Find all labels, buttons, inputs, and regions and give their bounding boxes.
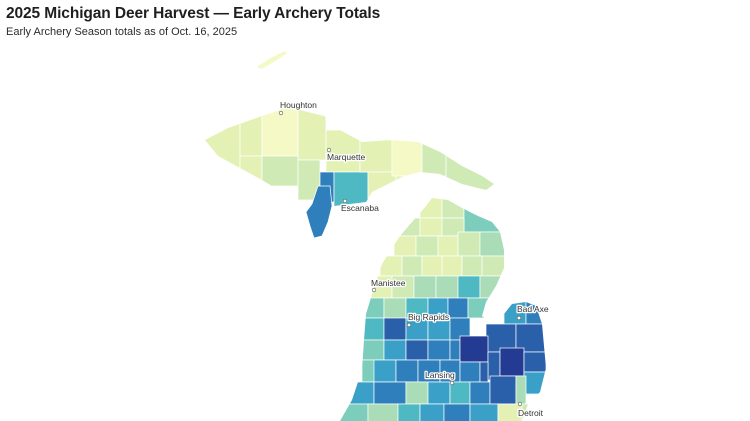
county <box>449 381 471 405</box>
city-dot <box>517 401 523 407</box>
map-title: 2025 Michigan Deer Harvest — Early Arche… <box>6 5 381 22</box>
county <box>373 359 397 383</box>
city-label-bad-axe: Bad Axe <box>517 304 549 314</box>
county <box>359 139 393 173</box>
city-label-big-rapids: Big Rapids <box>408 312 449 322</box>
county <box>419 198 443 219</box>
county <box>523 371 546 395</box>
county <box>397 403 421 421</box>
county <box>401 255 423 277</box>
city-dot <box>516 315 522 321</box>
county <box>373 381 407 405</box>
city-dot <box>449 380 455 386</box>
county <box>393 235 417 257</box>
county <box>427 339 451 361</box>
county <box>479 275 507 299</box>
county <box>349 381 375 405</box>
county <box>391 139 423 177</box>
county <box>461 255 483 277</box>
county <box>523 351 546 373</box>
county <box>405 381 429 405</box>
county <box>205 100 241 181</box>
county <box>469 381 491 405</box>
county <box>379 255 403 277</box>
county <box>383 317 407 341</box>
county <box>383 339 407 361</box>
county <box>437 235 459 257</box>
city-bad-axe: Bad Axe <box>516 303 550 321</box>
county <box>261 155 299 187</box>
county <box>427 381 451 405</box>
county <box>499 347 525 377</box>
map-subtitle: Early Archery Season totals as of Oct. 1… <box>6 26 238 38</box>
county <box>419 403 445 421</box>
county <box>325 129 361 173</box>
county <box>421 255 443 277</box>
city-markers: Houghton Marquette Escanaba Manistee Big… <box>278 99 551 420</box>
county <box>481 255 507 277</box>
county <box>239 100 263 157</box>
county <box>305 185 333 239</box>
county <box>449 339 461 361</box>
city-label-marquette: Marquette <box>327 152 366 162</box>
city-label-manistee: Manistee <box>371 278 406 288</box>
city-dot <box>278 110 284 116</box>
county <box>239 155 263 187</box>
city-label-houghton: Houghton <box>280 100 317 110</box>
county <box>361 317 385 341</box>
county <box>445 149 494 191</box>
city-dot <box>371 287 377 293</box>
county <box>421 139 447 177</box>
city-manistee: Manistee <box>370 277 407 293</box>
county <box>463 198 505 233</box>
county <box>489 375 517 405</box>
county <box>395 217 421 237</box>
city-label-lansing: Lansing <box>425 370 455 380</box>
city-big-rapids: Big Rapids <box>406 311 450 328</box>
county <box>367 171 397 203</box>
county <box>459 335 489 363</box>
city-label-escanaba: Escanaba <box>341 203 379 213</box>
city-dot <box>342 198 348 204</box>
county <box>383 297 407 319</box>
county <box>415 235 439 257</box>
city-lansing: Lansing <box>424 369 456 386</box>
county <box>515 323 546 353</box>
county <box>443 403 471 421</box>
county <box>515 375 527 405</box>
county <box>457 275 481 299</box>
county <box>361 297 385 319</box>
county <box>395 359 419 383</box>
county <box>479 361 489 383</box>
isle-royale <box>255 50 289 70</box>
county <box>479 231 507 257</box>
county <box>441 198 465 219</box>
county <box>340 403 369 421</box>
county <box>447 297 469 319</box>
county <box>413 275 437 299</box>
city-marquette: Marquette <box>326 147 367 163</box>
county <box>361 339 385 361</box>
lower-peninsula <box>340 198 546 421</box>
county <box>419 217 443 237</box>
county <box>441 255 463 277</box>
county <box>395 175 421 201</box>
city-label-detroit: Detroit <box>518 408 544 418</box>
county <box>457 231 481 257</box>
county <box>405 339 429 361</box>
county <box>435 275 459 299</box>
county <box>459 361 481 383</box>
city-dot <box>406 322 412 328</box>
city-detroit: Detroit <box>517 401 545 419</box>
city-escanaba: Escanaba <box>340 198 380 214</box>
county <box>367 403 399 421</box>
city-houghton: Houghton <box>278 99 318 116</box>
county <box>469 403 499 421</box>
county <box>467 297 491 319</box>
city-dot <box>326 147 332 153</box>
